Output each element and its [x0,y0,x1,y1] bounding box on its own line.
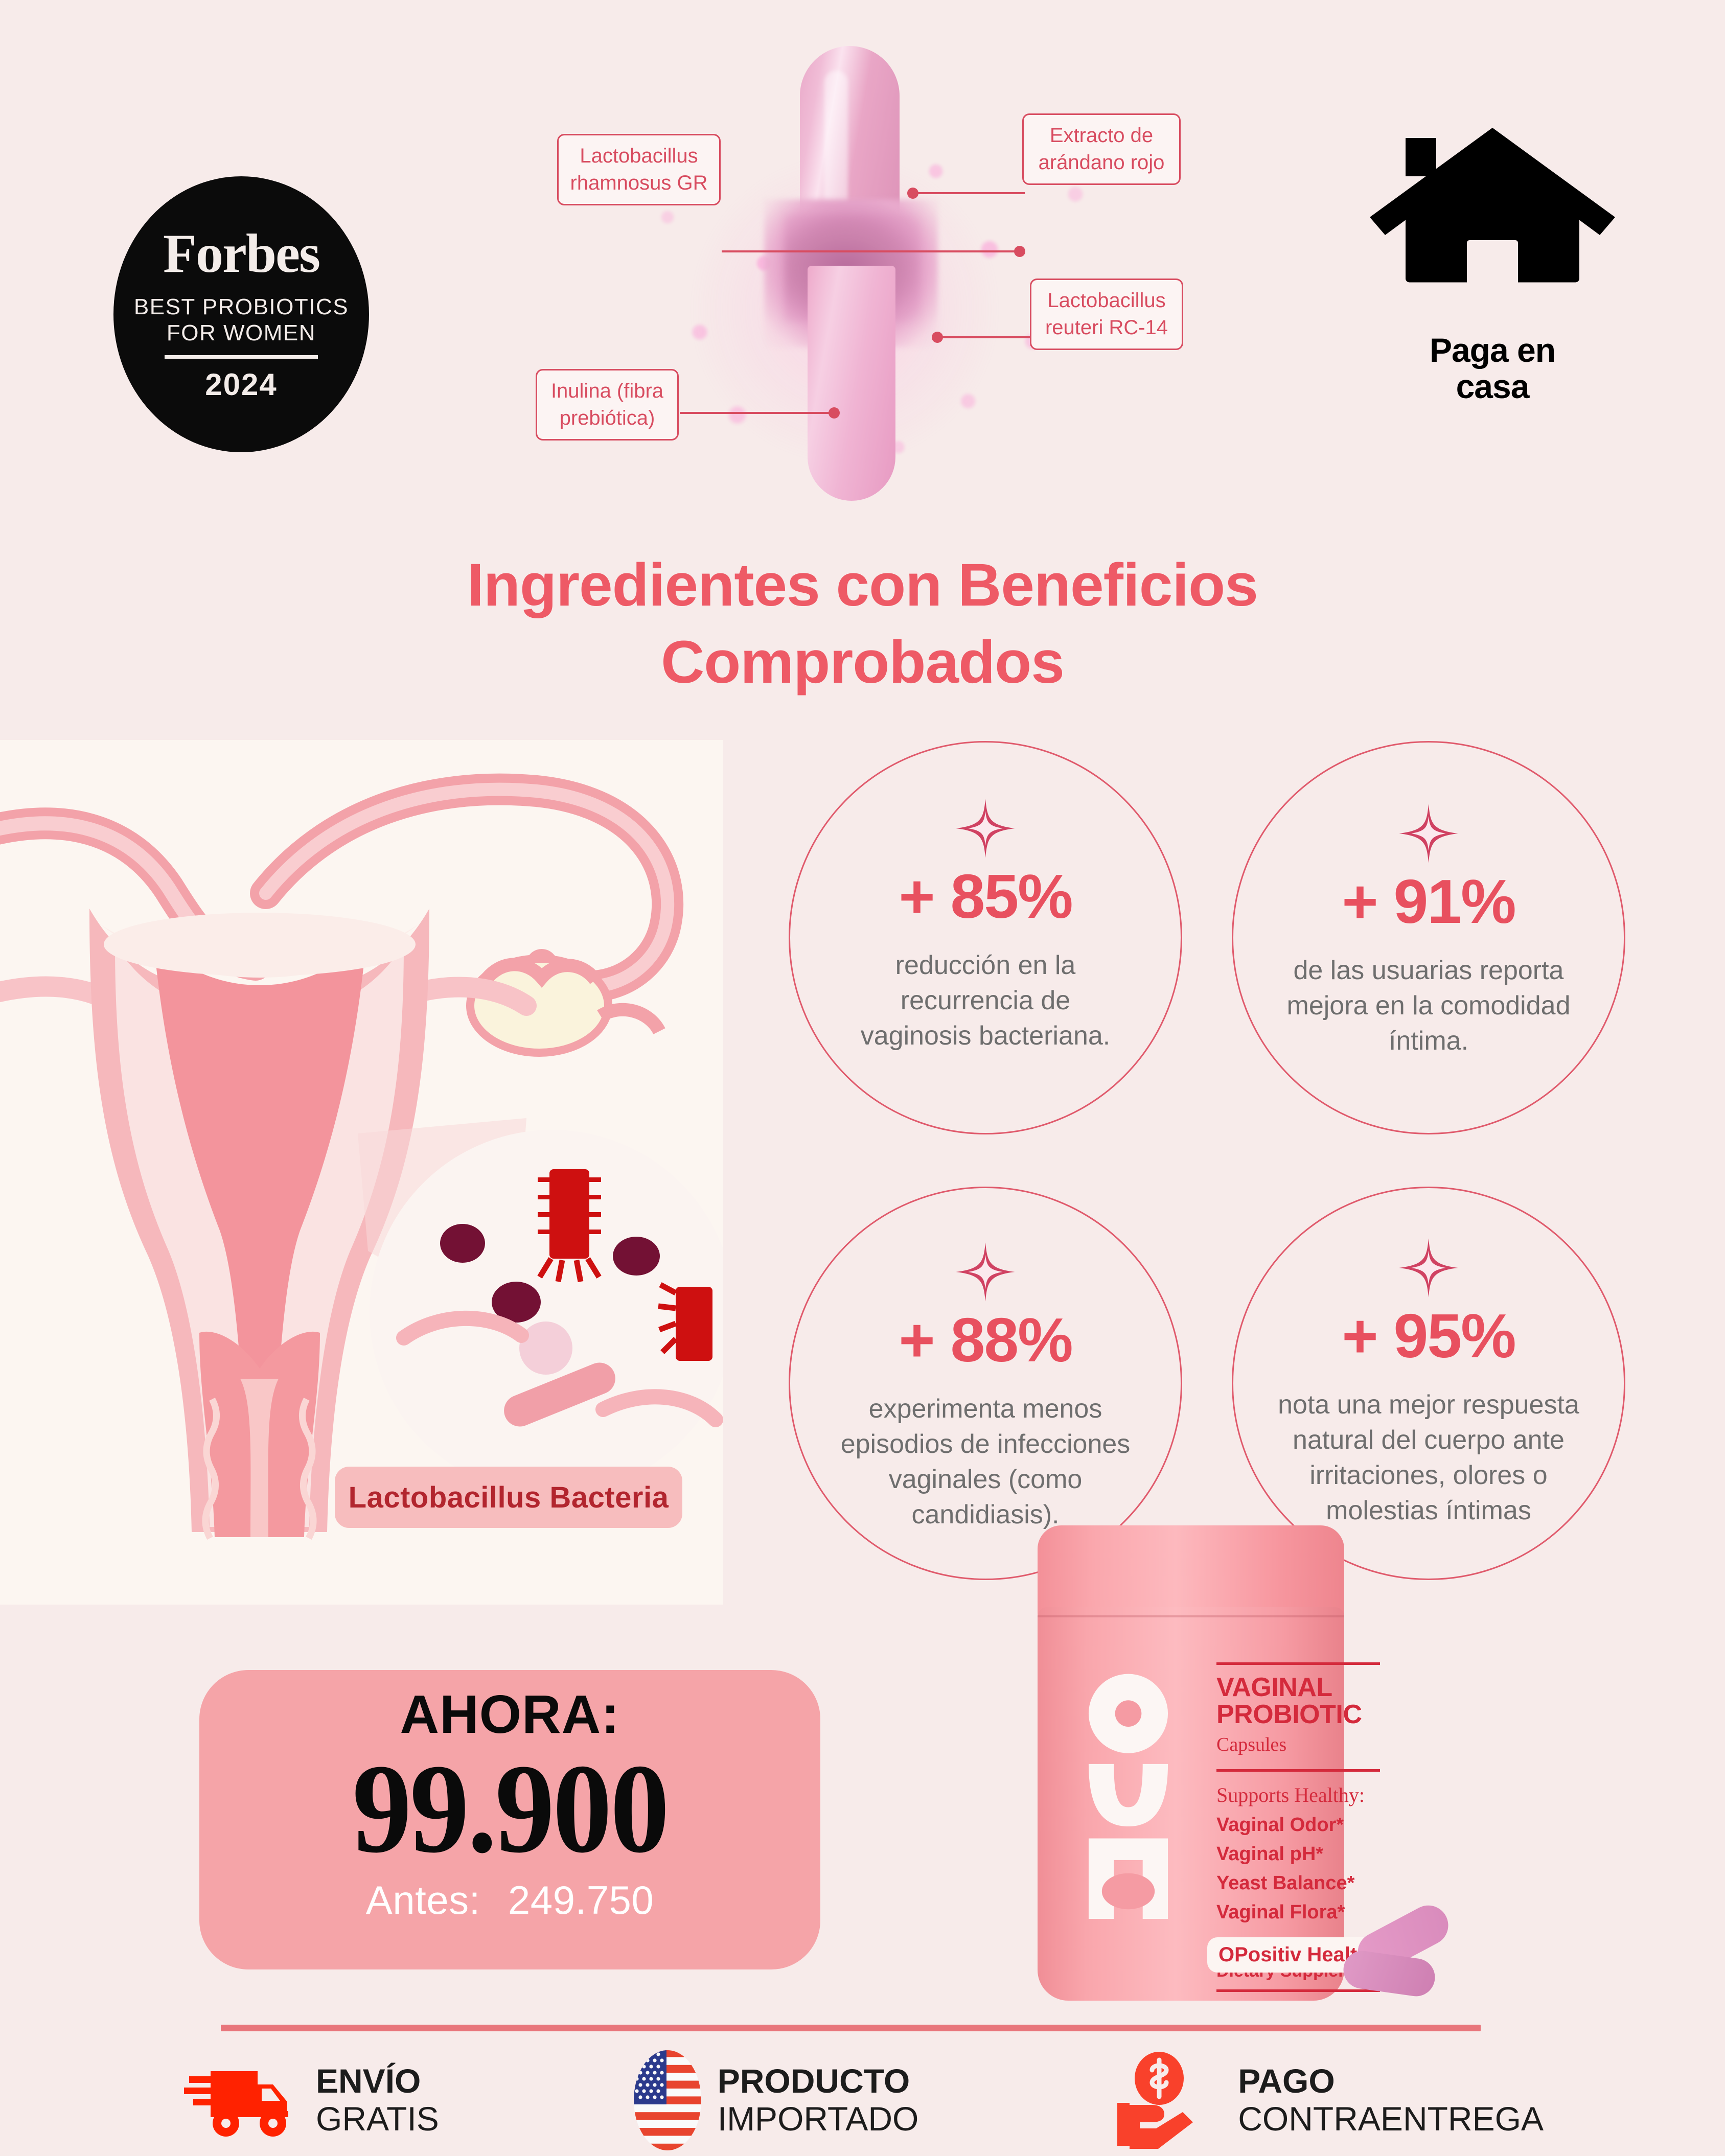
capsule-illustration [764,46,938,501]
bottle-support-item: Vaginal Odor* [1216,1814,1344,1836]
callout-line2: arándano rojo [1038,151,1165,174]
stat-value: + 88% [899,1305,1073,1375]
forbes-subtitle-line2: FOR WOMEN [166,320,316,345]
forbes-year: 2024 [205,367,278,402]
callout-line2: rhamnosus GR [570,171,708,194]
sparkle-icon [956,1242,1015,1302]
sparkle-icon [1399,1238,1458,1297]
stat-description: nota una mejor respuesta natural del cue… [1278,1390,1579,1526]
trust-line2: GRATIS [316,2099,439,2138]
bacteria-caption-text: Lactobacillus Bacteria [348,1480,669,1514]
forbes-divider [165,355,318,359]
delivery-truck-icon [184,2071,288,2137]
stat-value: + 95% [1342,1301,1516,1371]
callout-line1: Inulina (fibra [550,380,664,402]
forbes-badge: Forbes BEST PROBIOTICS FOR WOMEN 2024 [113,176,369,452]
bottle-lid [1038,1525,1344,1622]
stat-description: de las usuarias reporta mejora en la com… [1286,956,1571,1056]
bacteria-caption: Lactobacillus Bacteria [335,1467,682,1528]
label-rule-mid [1216,1769,1380,1772]
page-title: Ingredientes con Beneficios Comprobados [0,547,1725,701]
trust-badge-envio-gratis: ENVÍO GRATIS [184,2062,439,2139]
bottle-support-item: Yeast Balance* [1216,1872,1355,1894]
price-before: Antes: 249.750 [366,1877,654,1923]
brand-mid: Positiv [1234,1943,1302,1966]
stat-circle-95: + 95% nota una mejor respuesta natural d… [1232,1187,1625,1580]
trust-line2: CONTRAENTREGA [1238,2099,1544,2138]
uterus-illustration [0,740,723,1605]
stat-circle-85: + 85% reducción en la recurrencia de vag… [789,741,1182,1134]
trust-badge-pago-contraentrega: PAGO CONTRAENTREGA [1111,2051,1544,2149]
bottle-title-line2: PROBIOTIC [1216,1700,1362,1730]
brand-badge: OPositiv Health [1207,1937,1381,1973]
label-rule-bottom [1216,1989,1380,1992]
callout-inulina: Inulina (fibra prebiótica) [536,369,679,441]
capsule-gloss [824,71,848,224]
price-callout[interactable]: AHORA: 99.900 Antes: 249.750 [199,1670,820,1969]
bottle-body [1038,1607,1344,2001]
trust-label: PRODUCTO IMPORTADO [718,2062,919,2138]
label-rule-top [1216,1662,1380,1665]
callout-lactobacillus-reuteri: Lactobacillus reuteri RC-14 [1030,279,1183,350]
section-divider [221,2025,1481,2031]
price-now-label: AHORA: [400,1684,620,1745]
usa-flag-icon [633,2050,701,2150]
trust-badge-producto-importado: PRODUCTO IMPORTADO [632,2049,919,2151]
page-title-line1: Ingredientes con Beneficios [467,551,1258,619]
uro-logo [1088,1674,1168,1919]
stat-value: + 91% [1342,867,1516,936]
stat-circle-88: + 88% experimenta menos episodios de inf… [789,1187,1182,1580]
callout-extracto-arandano: Extracto de arándano rojo [1022,113,1181,185]
capsule-bottom-half [808,266,895,501]
trust-label: PAGO CONTRAENTREGA [1238,2062,1544,2138]
callout-lactobacillus-rhamnosus: Lactobacillus rhamnosus GR [557,134,721,205]
uterus-diagram-svg [0,740,723,1605]
stat-value: + 85% [899,862,1073,931]
trust-line1: PRODUCTO [717,2061,910,2100]
paga-line2: casa [1456,367,1530,405]
stat-description: experimenta menos episodios de infeccion… [840,1394,1131,1530]
callout-leader-lines [680,188,1030,419]
paga-en-casa-badge: Paga en casa [1349,123,1636,404]
trust-label: ENVÍO GRATIS [316,2062,439,2138]
bottle-supports-heading: Supports Healthy: [1216,1783,1365,1807]
trust-line1: ENVÍO [316,2061,421,2100]
sparkle-icon [1399,804,1458,863]
callout-line1: Lactobacillus [580,145,698,167]
price-now-amount: 99.900 [352,1738,670,1880]
house-icon [1370,128,1615,283]
trust-line1: PAGO [1238,2061,1335,2100]
price-before-label: Antes: [365,1877,480,1922]
cash-on-hand-icon [1117,2051,1193,2149]
trust-line2: IMPORTADO [717,2099,919,2138]
forbes-wordmark: Forbes [163,223,320,284]
stat-description: reducción en la recurrencia de vaginosis… [860,951,1111,1051]
bottle-title-line1: VAGINAL [1216,1673,1332,1702]
callout-line2: reuteri RC-14 [1045,316,1168,339]
bottle-support-item: Vaginal Flora* [1216,1902,1345,1923]
callout-line2: prebiótica) [559,406,655,429]
trust-badges-row: ENVÍO GRATIS [184,2044,1544,2156]
bottle-subtitle: Capsules [1216,1734,1287,1756]
bottle-support-item: Vaginal pH* [1216,1843,1324,1865]
sparkle-icon [956,799,1015,858]
forbes-subtitle-line1: BEST PROBIOTICS [133,294,349,319]
paga-line1: Paga en [1429,331,1556,369]
stat-circle-91: + 91% de las usuarias reporta mejora en … [1232,741,1625,1134]
page-title-line2: Comprobados [661,629,1065,697]
brand-prefix: O [1218,1943,1235,1966]
bottle-lid-seam [1038,1615,1344,1617]
price-before-amount: 249.750 [508,1877,654,1922]
callout-line1: Extracto de [1049,124,1154,147]
callout-line1: Lactobacillus [1047,289,1166,312]
product-bottle: VAGINAL PROBIOTIC Capsules Supports Heal… [1027,1525,1456,2001]
paga-en-casa-label: Paga en casa [1349,332,1636,404]
